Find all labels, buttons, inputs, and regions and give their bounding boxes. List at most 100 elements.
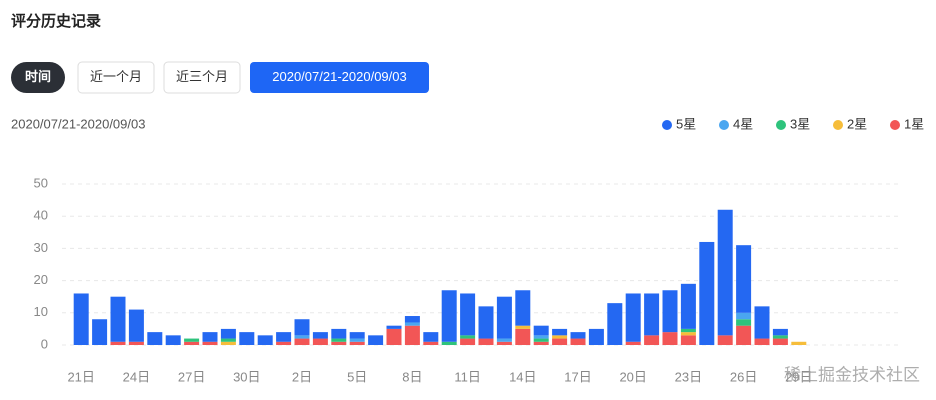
time-label[interactable]: 时间 <box>25 69 51 84</box>
bar-segment <box>312 332 328 339</box>
bar-segment <box>257 335 273 345</box>
x-tick-label: 14日 <box>509 369 536 384</box>
option-button[interactable] <box>77 61 155 94</box>
x-tick-label: 23日 <box>675 369 702 384</box>
bar-segment <box>717 209 733 336</box>
bar-segment <box>312 338 328 345</box>
bar-segment <box>625 293 641 342</box>
bar-segment <box>680 328 696 333</box>
legend-marker <box>719 120 729 130</box>
bar-segment <box>680 283 696 329</box>
legend-label: 4星 <box>733 116 753 131</box>
legend-marker <box>890 120 900 130</box>
bar-segment <box>552 338 568 345</box>
bar-segment <box>644 293 660 336</box>
bar-segment <box>736 325 752 345</box>
bar-segment <box>331 328 347 339</box>
bar-segment <box>662 332 678 345</box>
x-tick-label: 17日 <box>564 369 591 384</box>
x-tick-label: 5日 <box>347 369 367 384</box>
bar-segment <box>423 332 439 342</box>
x-tick-label: 8日 <box>402 369 422 384</box>
bar-segment <box>110 341 126 345</box>
bar-segment <box>349 341 365 345</box>
bar-segment <box>680 335 696 345</box>
bar-segment <box>349 338 365 342</box>
legend-label: 3星 <box>790 116 810 131</box>
bar-segment <box>588 328 604 345</box>
bar-segment <box>331 341 347 345</box>
y-tick-label: 30 <box>34 240 48 255</box>
option-label[interactable]: 近三个月 <box>176 69 228 84</box>
bar-segment <box>404 325 420 345</box>
x-tick-label: 27日 <box>178 369 205 384</box>
bar-segment <box>294 335 310 339</box>
chart-subtitle: 2020/07/21-2020/09/03 <box>11 116 145 131</box>
legend-marker <box>776 120 786 130</box>
bar-segment <box>552 335 568 339</box>
option-button[interactable] <box>163 61 241 94</box>
bar-segment <box>386 325 402 329</box>
x-tick-label: 24日 <box>123 369 150 384</box>
bar-segment <box>276 341 292 345</box>
bar-segment <box>386 328 402 345</box>
bar-segment <box>92 319 108 345</box>
bar-segment <box>754 306 770 339</box>
bar-segment <box>552 328 568 336</box>
bar-segment <box>165 335 181 345</box>
bar-segment <box>423 341 439 345</box>
bar-segment <box>515 328 531 345</box>
legend-marker <box>833 120 843 130</box>
bar-segment <box>202 341 218 345</box>
y-tick-label: 10 <box>34 304 48 319</box>
bar-segment <box>128 309 144 342</box>
bar-segment <box>478 306 494 339</box>
x-tick-label: 2日 <box>292 369 312 384</box>
bar-segment <box>496 296 512 339</box>
bar-segment <box>791 341 807 345</box>
legend-label: 5星 <box>676 116 696 131</box>
bar-segment <box>772 338 788 345</box>
bar-segment <box>294 338 310 345</box>
bar-segment <box>110 296 126 342</box>
bar-segment <box>73 293 89 345</box>
bar-segment <box>607 303 623 345</box>
option-label[interactable]: 2020/07/21-2020/09/03 <box>272 69 406 84</box>
y-tick-label: 20 <box>34 272 48 287</box>
legend-label: 1星 <box>904 116 924 131</box>
bar-segment <box>736 312 752 320</box>
option-label[interactable]: 近一个月 <box>90 69 142 84</box>
bar-segment <box>128 341 144 345</box>
bar-segment <box>147 332 163 345</box>
bar-segment <box>220 338 236 342</box>
bar-segment <box>460 338 476 345</box>
bar-segment <box>276 332 292 342</box>
bar-segment <box>736 245 752 313</box>
x-tick-label: 30日 <box>233 369 260 384</box>
bar-segment <box>515 325 531 329</box>
x-tick-label: 11日 <box>454 369 481 384</box>
legend-label: 2星 <box>847 116 867 131</box>
bar-segment <box>662 290 678 333</box>
legend-marker <box>662 120 672 130</box>
bar-segment <box>533 325 549 336</box>
bar-segment <box>349 332 365 339</box>
bar-segment <box>184 341 200 345</box>
bar-segment <box>294 319 310 336</box>
bar-segment <box>570 332 586 339</box>
time-pill[interactable] <box>11 62 65 93</box>
bar-segment <box>460 293 476 336</box>
bar-segment <box>478 338 494 345</box>
bar-segment <box>460 335 476 339</box>
bar-segment <box>441 341 457 345</box>
bar-segment <box>533 338 549 342</box>
y-tick-label: 0 <box>41 336 48 351</box>
bar-segment <box>570 338 586 345</box>
bar-segment <box>736 319 752 326</box>
bar-segment <box>496 341 512 345</box>
bar-segment <box>644 335 660 345</box>
bar-segment <box>404 316 420 323</box>
option-button-active[interactable] <box>250 62 429 93</box>
